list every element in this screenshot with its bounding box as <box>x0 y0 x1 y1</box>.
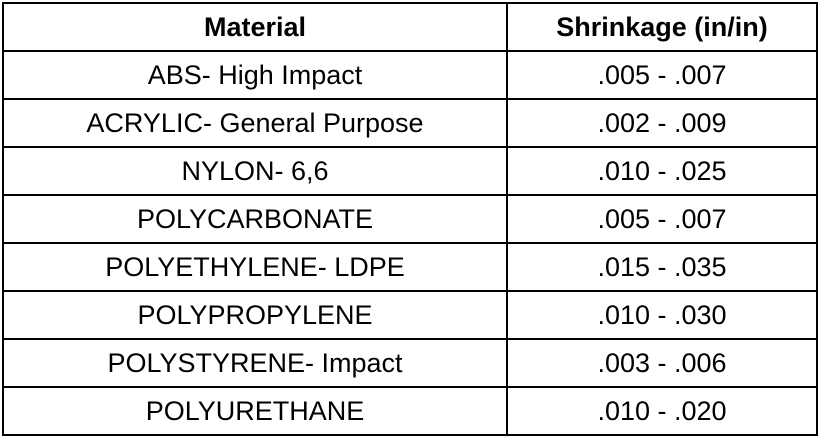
table-row: POLYETHYLENE- LDPE .015 - .035 <box>2 242 818 292</box>
table-row: POLYCARBONATE .005 - .007 <box>2 194 818 244</box>
material-cell: POLYETHYLENE- LDPE <box>2 242 508 292</box>
shrinkage-cell: .005 - .007 <box>506 50 818 100</box>
table-row: POLYSTYRENE- Impact .003 - .006 <box>2 338 818 388</box>
table-row: ACRYLIC- General Purpose .002 - .009 <box>2 98 818 148</box>
table-row: POLYURETHANE .010 - .020 <box>2 386 818 436</box>
material-cell: POLYSTYRENE- Impact <box>2 338 508 388</box>
material-cell: POLYPROPYLENE <box>2 290 508 340</box>
column-header-shrinkage: Shrinkage (in/in) <box>506 2 818 52</box>
shrinkage-cell: .003 - .006 <box>506 338 818 388</box>
shrinkage-cell: .010 - .030 <box>506 290 818 340</box>
table-row: NYLON- 6,6 .010 - .025 <box>2 146 818 196</box>
table-header-row: Material Shrinkage (in/in) <box>2 2 818 52</box>
material-cell: POLYCARBONATE <box>2 194 508 244</box>
material-cell: NYLON- 6,6 <box>2 146 508 196</box>
shrinkage-cell: .005 - .007 <box>506 194 818 244</box>
column-header-material: Material <box>2 2 508 52</box>
shrinkage-cell: .010 - .025 <box>506 146 818 196</box>
shrinkage-cell: .010 - .020 <box>506 386 818 436</box>
material-cell: ACRYLIC- General Purpose <box>2 98 508 148</box>
shrinkage-cell: .002 - .009 <box>506 98 818 148</box>
material-cell: POLYURETHANE <box>2 386 508 436</box>
table-row: POLYPROPYLENE .010 - .030 <box>2 290 818 340</box>
table-row: ABS- High Impact .005 - .007 <box>2 50 818 100</box>
material-cell: ABS- High Impact <box>2 50 508 100</box>
shrinkage-cell: .015 - .035 <box>506 242 818 292</box>
